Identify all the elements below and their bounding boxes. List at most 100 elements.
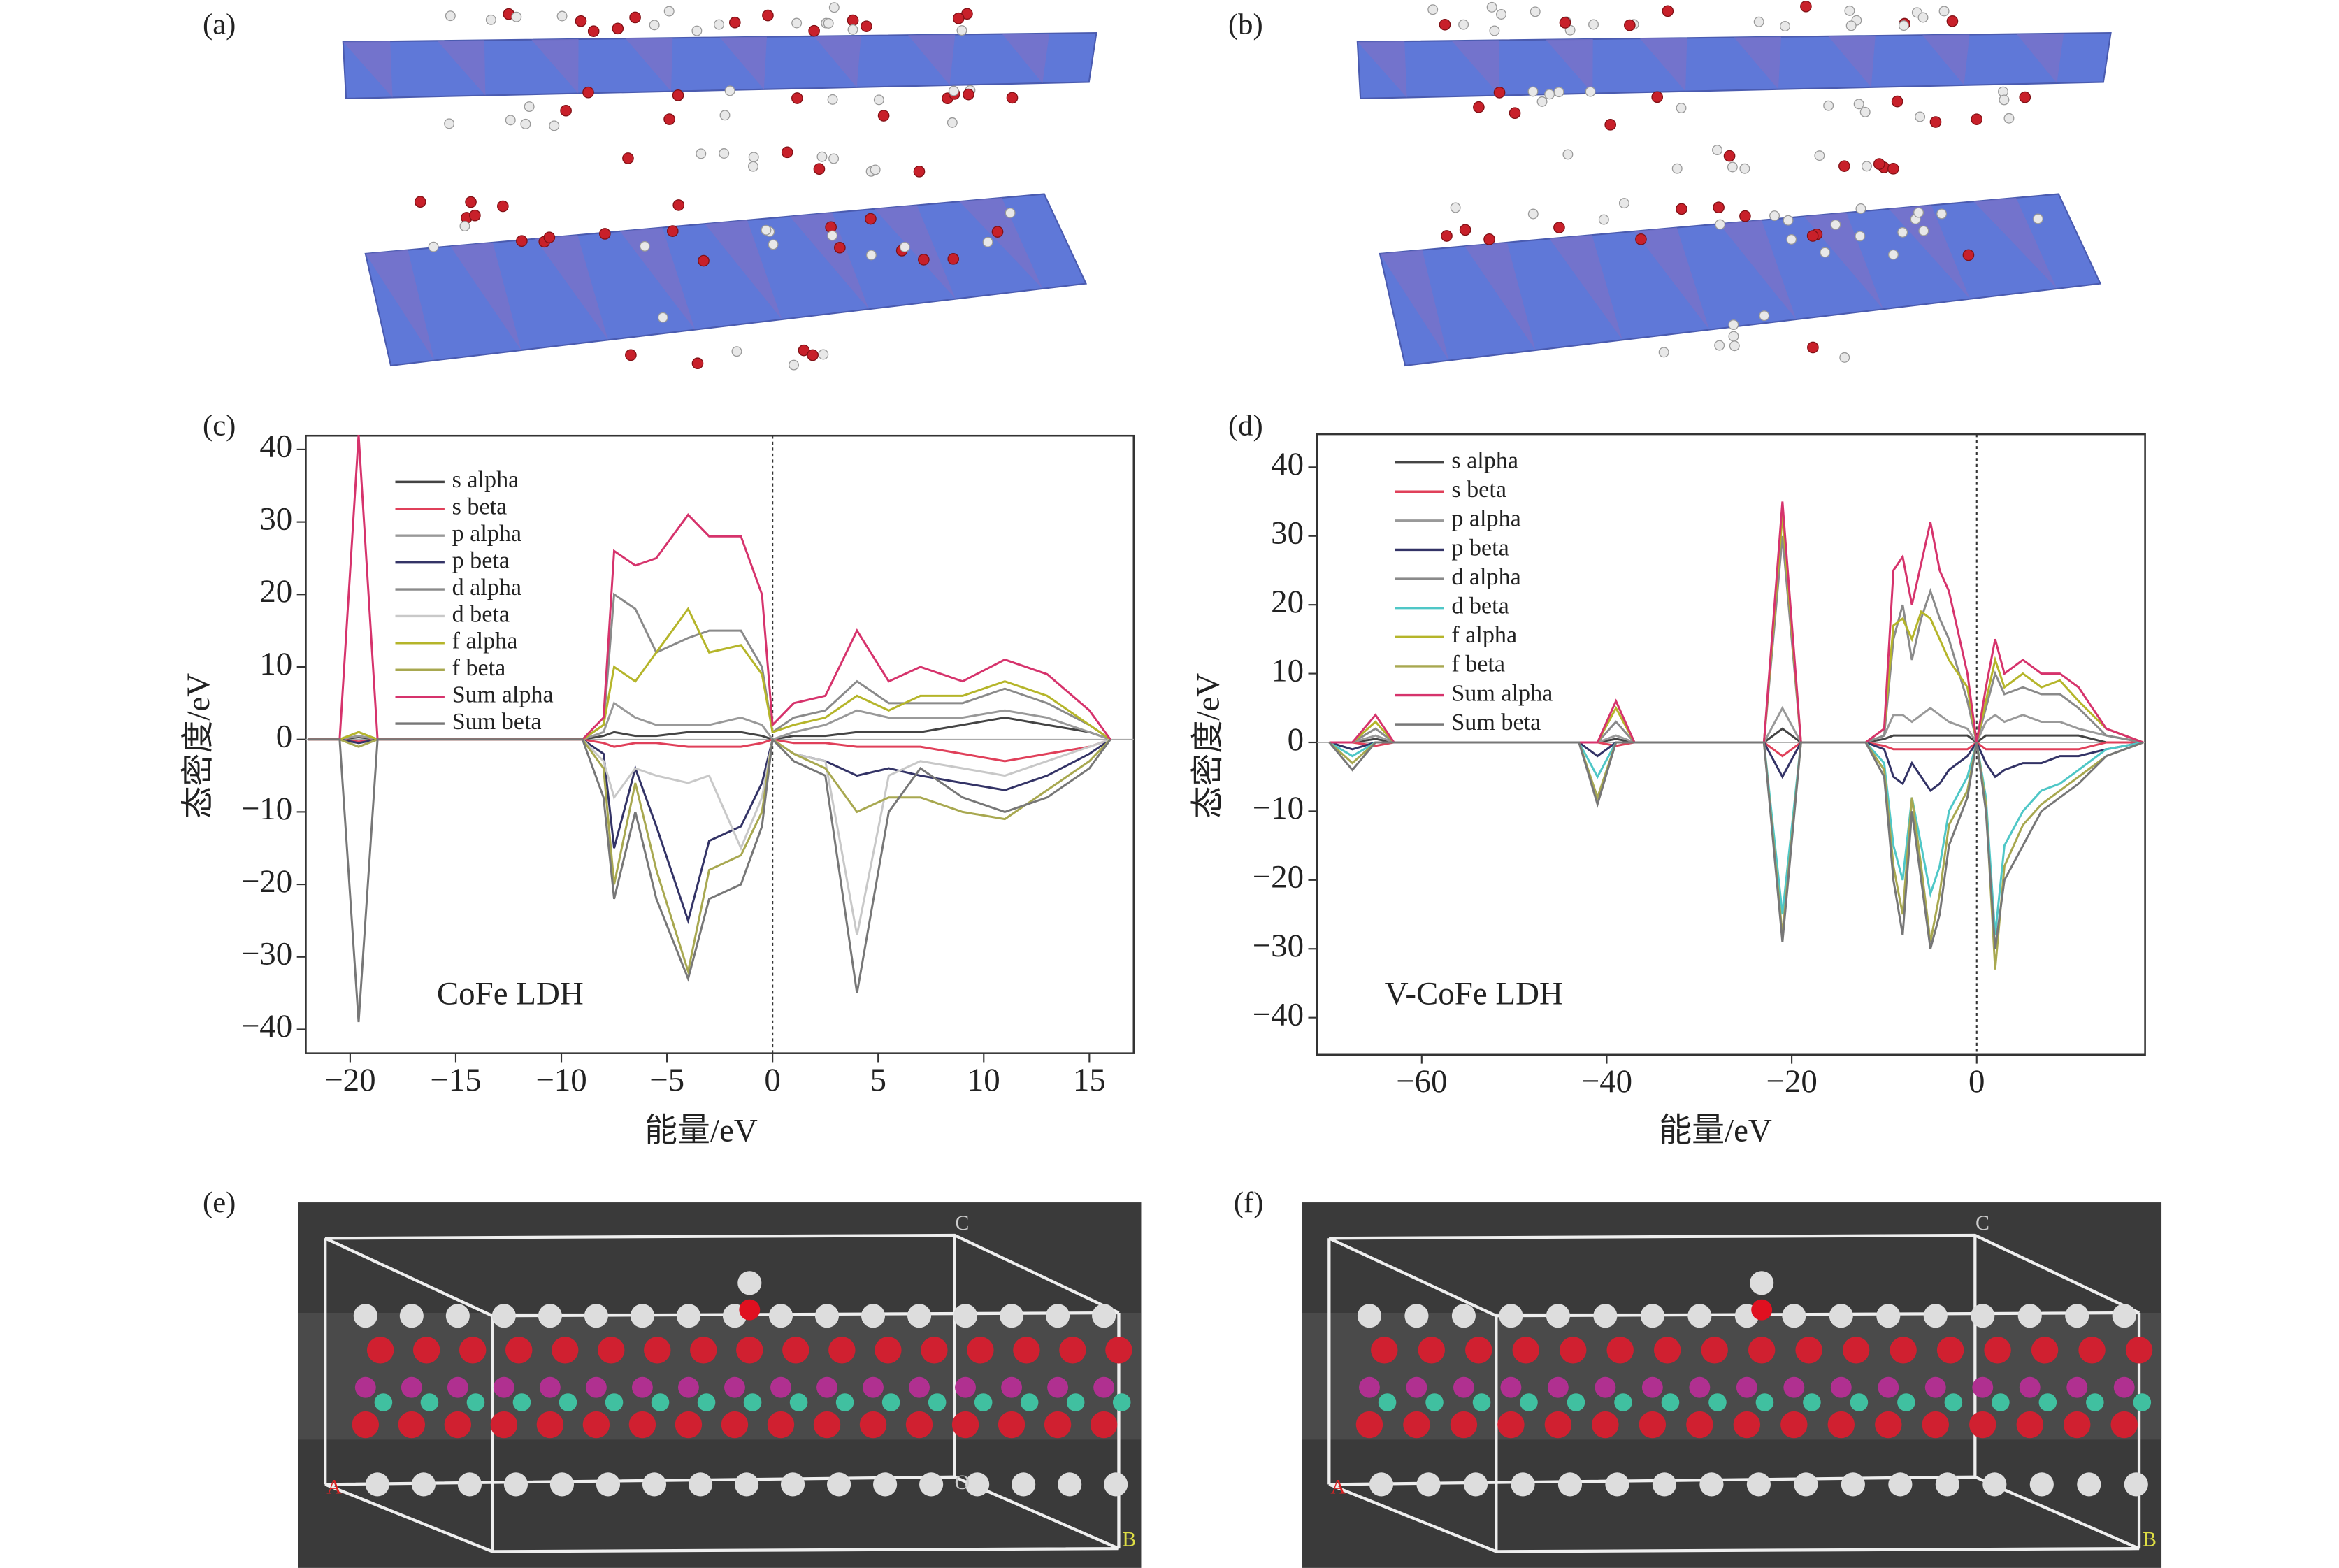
- hydrogen-atom: [1844, 5, 1855, 16]
- hydrogen-atom: [724, 85, 735, 96]
- y-tick-label: 0: [276, 718, 292, 754]
- atom: [909, 1376, 930, 1398]
- atom: [998, 1411, 1025, 1439]
- atom: [1092, 1304, 1116, 1328]
- atom: [1944, 1393, 1963, 1411]
- hydrogen-atom: [1729, 340, 1740, 352]
- atom: [490, 1411, 518, 1439]
- atom: [1066, 1393, 1085, 1411]
- hydrogen-atom: [816, 151, 828, 162]
- y-tick-label: 30: [1271, 515, 1304, 552]
- atom: [1450, 1411, 1478, 1439]
- atom: [1829, 1304, 1853, 1328]
- atom: [881, 1393, 900, 1411]
- atom: [1369, 1472, 1394, 1497]
- octahedron-face: [1379, 250, 1449, 361]
- atom: [1748, 1337, 1776, 1364]
- oxygen-atom: [861, 20, 872, 32]
- oxygen-atom: [913, 166, 926, 178]
- legend-label: d alpha: [1451, 564, 1521, 590]
- atom: [724, 1376, 745, 1398]
- octahedron-face: [625, 38, 673, 92]
- hydrogen-atom: [505, 115, 516, 126]
- atom: [352, 1411, 380, 1439]
- atom: [736, 1337, 763, 1364]
- oxygen-atom: [560, 104, 572, 117]
- atom: [1782, 1304, 1806, 1328]
- axis-letter: C: [955, 1211, 969, 1235]
- oxygen-atom: [599, 228, 611, 240]
- x-tick-label: 15: [1073, 1062, 1106, 1098]
- oxygen-atom: [465, 196, 477, 208]
- atom: [1093, 1376, 1115, 1398]
- oxygen-atom: [663, 113, 675, 125]
- atom: [767, 1411, 795, 1439]
- atom: [1652, 1472, 1677, 1497]
- atom: [1686, 1411, 1713, 1439]
- oxygen-atom: [587, 25, 600, 37]
- hydrogen-atom: [428, 241, 439, 252]
- atom: [374, 1393, 393, 1411]
- hydrogen-atom: [1676, 103, 1687, 114]
- atom: [737, 1271, 762, 1295]
- octahedron-face: [1451, 40, 1500, 96]
- atom: [1371, 1337, 1398, 1364]
- octahedron-face: [1804, 213, 1883, 310]
- atom: [826, 1472, 851, 1497]
- atom: [366, 1337, 394, 1364]
- atom: [2019, 1376, 2041, 1398]
- atom: [1425, 1393, 1444, 1411]
- dos-line: [1329, 740, 2144, 793]
- atom: [1936, 1337, 1964, 1364]
- hydrogen-atom: [663, 6, 675, 17]
- atom: [1701, 1337, 1728, 1364]
- oxygen-atom: [762, 9, 774, 22]
- hydrogen-atom: [789, 359, 800, 371]
- hydrogen-atom: [982, 236, 993, 247]
- hydrogen-atom: [1917, 12, 1929, 23]
- atom: [965, 1472, 990, 1497]
- atom: [1875, 1411, 1902, 1439]
- octahedron-face: [365, 250, 435, 361]
- atom: [828, 1337, 856, 1364]
- panel-label: (a): [203, 8, 236, 41]
- oxygen-atom: [575, 15, 587, 27]
- oxygen-atom: [1891, 95, 1903, 108]
- legend-label: d beta: [1451, 594, 1509, 619]
- atom: [631, 1376, 653, 1398]
- atom: [1047, 1376, 1069, 1398]
- hydrogen-atom: [520, 118, 531, 129]
- octahedron-face: [619, 227, 696, 330]
- hydrogen-atom: [1753, 16, 1764, 27]
- atom: [2029, 1472, 2054, 1497]
- hydrogen-atom: [1598, 214, 1609, 225]
- y-tick-label: −30: [241, 936, 292, 972]
- oxygen-atom: [847, 14, 859, 27]
- hydrogen-atom: [1671, 163, 1683, 174]
- hydrogen-atom: [865, 250, 877, 261]
- hydrogen-atom: [1739, 163, 1750, 174]
- atom: [1614, 1393, 1632, 1411]
- legend-label: p alpha: [1451, 506, 1521, 532]
- panel-label: (b): [1228, 8, 1263, 41]
- oxygen-atom: [672, 89, 684, 101]
- atom: [1059, 1337, 1086, 1364]
- panel-label: (f): [1234, 1186, 1264, 1219]
- atom: [1378, 1393, 1397, 1411]
- atom: [503, 1472, 528, 1497]
- x-tick-label: 0: [1969, 1063, 1985, 1100]
- hydrogen-atom: [1618, 198, 1629, 209]
- oxygen-atom: [947, 253, 960, 265]
- hydrogen-atom: [1898, 20, 1909, 31]
- y-tick-label: 10: [1271, 652, 1304, 689]
- octahedron-face: [1464, 242, 1536, 350]
- hydrogen-atom: [1727, 161, 1738, 173]
- atom: [1520, 1393, 1538, 1411]
- atom: [921, 1337, 948, 1364]
- hydrogen-atom: [1780, 21, 1790, 31]
- atom: [1355, 1411, 1383, 1439]
- atom: [1418, 1337, 1445, 1364]
- octahedron-face: [908, 34, 956, 85]
- x-tick-label: 5: [870, 1062, 886, 1098]
